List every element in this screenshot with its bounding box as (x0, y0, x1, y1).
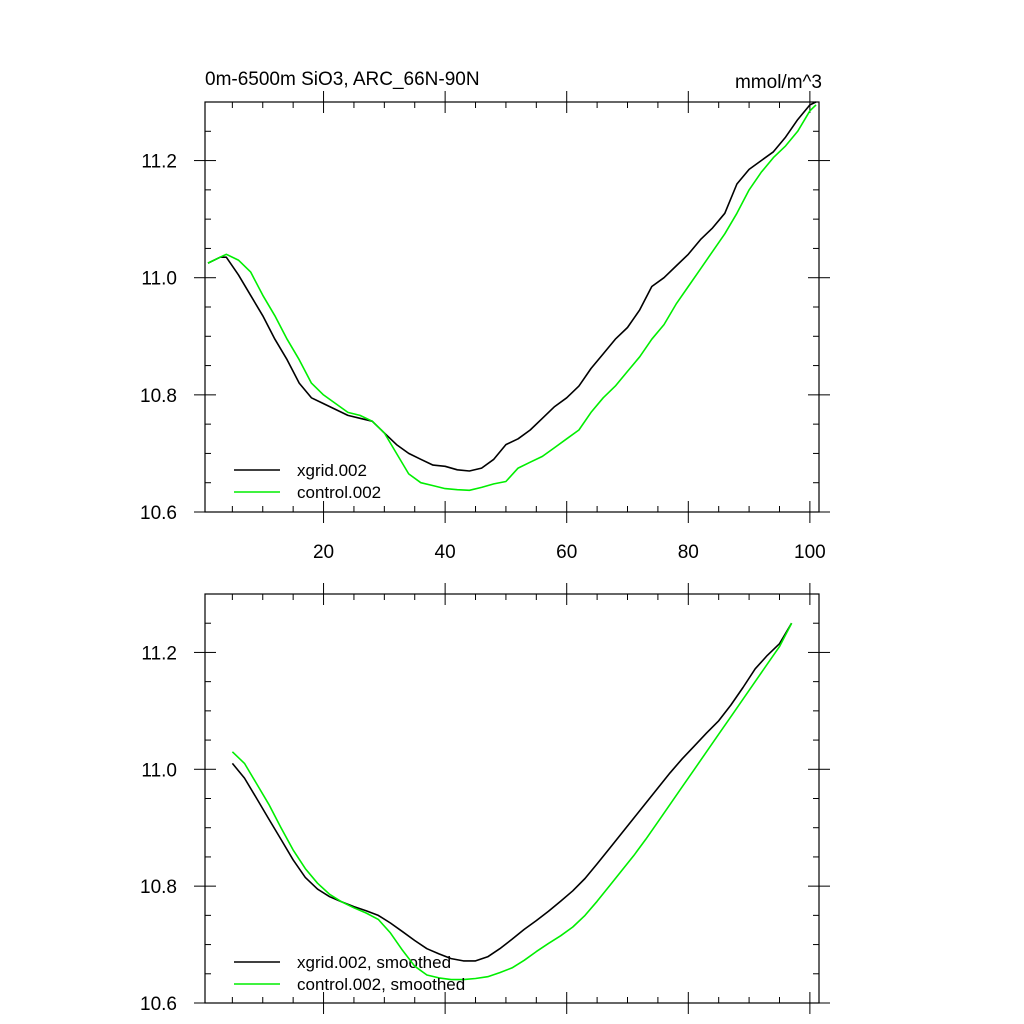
x-tick-label: 20 (313, 542, 334, 563)
plot-frame (204, 593, 820, 1004)
series-line-xgrid (231, 622, 793, 962)
y-tick-label: 10.8 (140, 877, 177, 898)
y-tick-label: 11.2 (141, 152, 177, 173)
y-tick-label: 10.6 (140, 503, 177, 524)
y-tick-label: 10.8 (140, 386, 177, 407)
series-line-control (231, 622, 793, 981)
x-tick-label: 60 (556, 542, 577, 563)
units-label: mmol/m^3 (735, 72, 822, 93)
x-tick-label: 80 (678, 542, 699, 563)
legend-label-xgrid: xgrid.002, smoothed (297, 953, 451, 972)
y-tick-label: 10.6 (140, 994, 177, 1015)
chart-panel-1: 10.6 10.8 11.0 11.2 20 40 60 80 100 0m-6500m SiO3… (140, 69, 830, 563)
legend-label-control: control.002, smoothed (297, 975, 465, 994)
y-tick-label: 11.0 (141, 269, 177, 290)
plot-frame (204, 101, 820, 513)
chart-title: 0m-6500m SiO3, ARC_66N-90N (205, 69, 480, 90)
legend-label-control: control.002 (297, 483, 381, 502)
chart-panel-2: 10.6 10.8 11.0 11.2 xgrid.002, smoothed contr… (140, 583, 830, 1015)
y-tick-label: 11.0 (141, 760, 177, 781)
x-tick-label: 100 (794, 542, 826, 563)
x-tick-label: 40 (435, 542, 456, 563)
y-tick-label: 11.2 (141, 643, 177, 664)
legend-label-xgrid: xgrid.002 (297, 461, 367, 480)
series-line-xgrid (207, 101, 817, 472)
series-line-control (207, 104, 817, 492)
